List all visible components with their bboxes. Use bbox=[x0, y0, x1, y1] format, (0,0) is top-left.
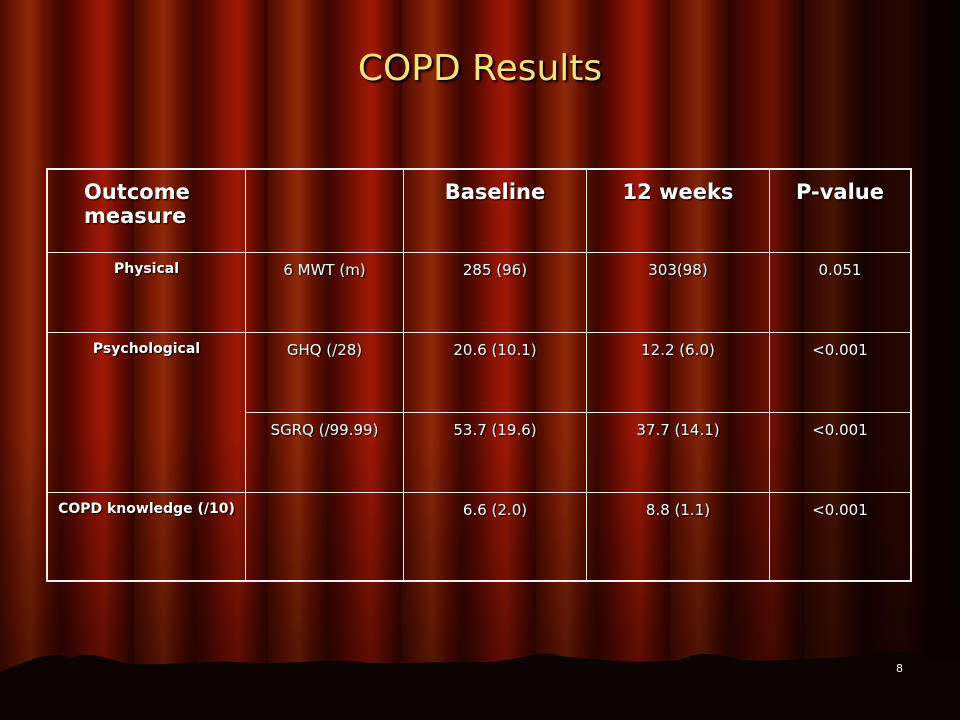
row-baseline: 285 (96) bbox=[403, 252, 587, 333]
row-12-weeks: 12.2 (6.0) bbox=[586, 332, 770, 413]
row-measure: GHQ (/28) bbox=[245, 332, 404, 413]
row-category: Physical bbox=[46, 252, 246, 333]
row-baseline: 20.6 (10.1) bbox=[403, 332, 587, 413]
table-row: Psychological GHQ (/28) 20.6 (10.1) 12.2… bbox=[46, 332, 912, 493]
row-p-value: <0.001 bbox=[769, 332, 912, 413]
header-blank bbox=[245, 168, 404, 253]
slide-title: COPD Results bbox=[357, 48, 603, 89]
row-baseline: 6.6 (2.0) bbox=[403, 492, 587, 582]
table-row: SGRQ (/99.99) 53.7 (19.6) 37.7 (14.1) <0… bbox=[47, 412, 912, 493]
row-p-value: <0.001 bbox=[769, 492, 912, 582]
row-p-value: <0.001 bbox=[769, 412, 912, 493]
header-outcome-measure: Outcome measure bbox=[46, 168, 246, 253]
header-12-weeks: 12 weeks bbox=[586, 168, 770, 253]
header-p-value: P-value bbox=[769, 168, 912, 253]
table-row: Physical 6 MWT (m) 285 (96) 303(98) 0.05… bbox=[46, 252, 912, 333]
table-row: COPD knowledge (/10) 6.6 (2.0) 8.8 (1.1)… bbox=[46, 492, 912, 582]
header-baseline: Baseline bbox=[403, 168, 587, 253]
row-measure: 6 MWT (m) bbox=[245, 252, 404, 333]
table-header-row: Outcome measure Baseline 12 weeks P-valu… bbox=[46, 168, 912, 253]
row-category: Psychological bbox=[46, 332, 246, 493]
row-measure bbox=[245, 492, 404, 582]
row-12-weeks: 8.8 (1.1) bbox=[586, 492, 770, 582]
row-12-weeks: 303(98) bbox=[586, 252, 770, 333]
row-baseline: 53.7 (19.6) bbox=[403, 412, 587, 493]
page-number: 8 bbox=[896, 662, 903, 675]
results-table: Outcome measure Baseline 12 weeks P-valu… bbox=[46, 168, 912, 582]
row-measure: SGRQ (/99.99) bbox=[245, 412, 404, 493]
row-12-weeks: 37.7 (14.1) bbox=[586, 412, 770, 493]
row-p-value: 0.051 bbox=[769, 252, 912, 333]
curtain-fringe bbox=[0, 651, 960, 720]
row-category: COPD knowledge (/10) bbox=[46, 492, 246, 582]
